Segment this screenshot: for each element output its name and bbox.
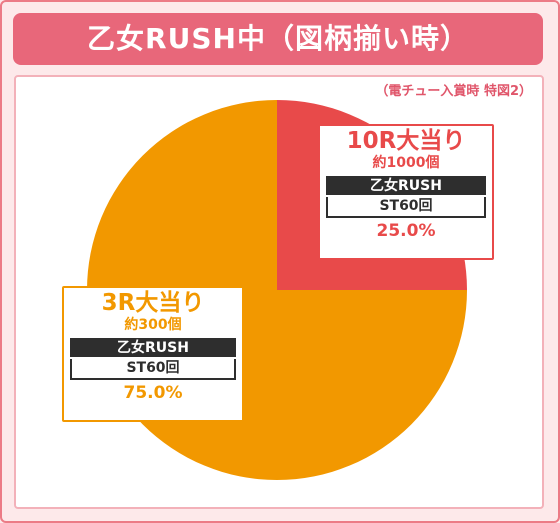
label-10r-st: ST60回 [326,197,486,218]
label-10r-mode: 乙女RUSH [326,176,486,195]
label-10r-title: 10R大当り [346,128,466,154]
label-3r-mode: 乙女RUSH [70,338,236,357]
label-3r-title: 3R大当り [101,290,205,316]
label-3r: 3R大当り 約300個 乙女RUSH ST60回 75.0% [62,286,244,422]
label-10r-balls: 約1000個 [372,155,440,171]
label-10r: 10R大当り 約1000個 乙女RUSH ST60回 25.0% [318,124,494,260]
label-3r-st: ST60回 [70,359,236,380]
chart-note: （電チュー入賞時 特図2） [375,84,532,99]
page-title: 乙女RUSH中（図柄揃い時） [13,13,543,65]
label-3r-balls: 約300個 [124,317,182,333]
label-10r-percent: 25.0% [376,221,436,241]
label-3r-percent: 75.0% [123,383,183,403]
